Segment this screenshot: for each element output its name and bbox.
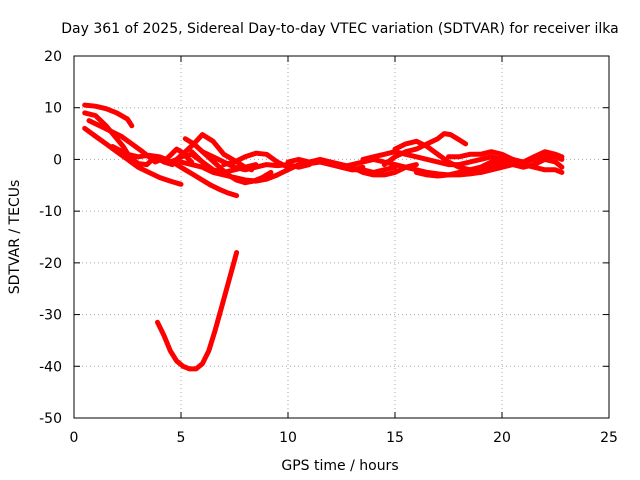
y-tick-label: -20 <box>39 256 62 272</box>
x-tick-label: 15 <box>386 430 404 446</box>
y-tick-label: -40 <box>39 359 62 375</box>
plot-frame <box>73 55 610 419</box>
x-tick-label: 20 <box>493 430 511 446</box>
series-arc-8 <box>174 162 240 199</box>
y-tick-label: -50 <box>39 411 62 427</box>
x-tick-label: 10 <box>279 430 297 446</box>
series-arc-low <box>155 250 240 372</box>
series-layer <box>82 102 565 372</box>
y-tick-label: 10 <box>44 101 62 117</box>
chart-title: Day 361 of 2025, Sidereal Day-to-day VTE… <box>61 21 618 37</box>
series-arc-4 <box>82 102 135 129</box>
series-arc-16 <box>381 131 469 168</box>
x-tick-label: 0 <box>70 430 79 446</box>
series-arc-13 <box>285 156 419 178</box>
series-arc-9 <box>189 149 259 175</box>
series-arc-18 <box>413 154 565 179</box>
y-axis-label: SDTVAR / TECUs <box>7 180 23 295</box>
y-tick-label: -30 <box>39 308 62 324</box>
series-arc-19 <box>446 149 565 165</box>
series-arc-5 <box>110 144 195 165</box>
series-arc-3 <box>86 118 255 173</box>
y-tick-label: -10 <box>39 204 62 220</box>
x-tick-label: 25 <box>600 430 618 446</box>
grid <box>74 56 609 418</box>
x-axis-label: GPS time / hours <box>281 458 398 474</box>
y-tick-label: 0 <box>53 152 62 168</box>
series-arc-2 <box>82 125 184 187</box>
series-arc-20 <box>478 156 565 175</box>
x-tick-label: 5 <box>177 430 186 446</box>
y-tick-label: 20 <box>44 49 62 65</box>
ticks: 0 5 10 15 20 25 -50 -40 -30 -20 -10 0 10 20 <box>39 49 618 446</box>
